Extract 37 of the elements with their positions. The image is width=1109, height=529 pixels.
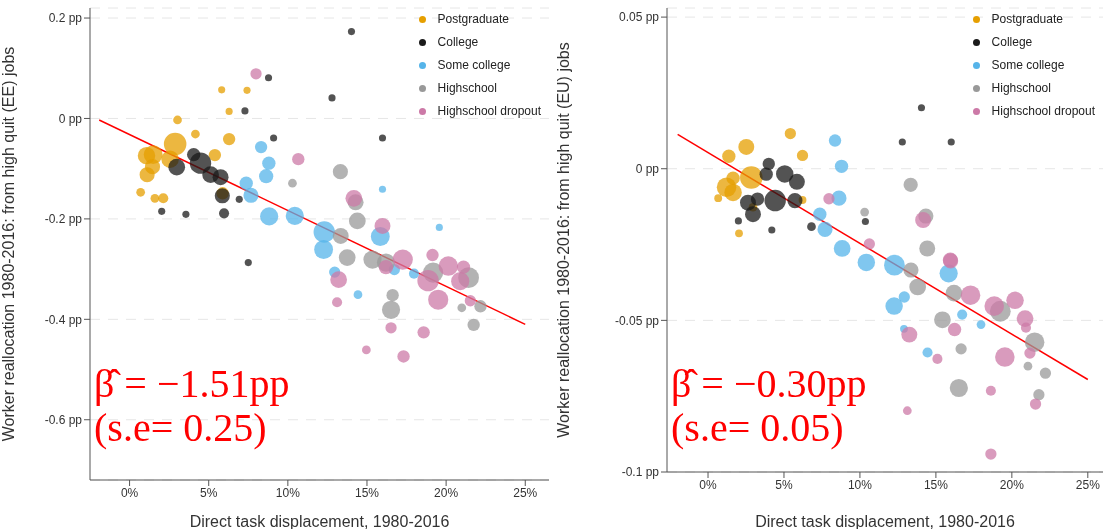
y-tick-label: -0.1 pp: [621, 465, 660, 480]
x-tick-label: 0%: [120, 485, 139, 500]
x-tick-label: 5%: [775, 477, 793, 492]
y-tick-label: 0.05 pp: [618, 10, 660, 25]
x-tick-label: 10%: [275, 485, 301, 500]
x-tick-label: 25%: [513, 485, 538, 500]
legend-label: Highschool: [991, 80, 1051, 97]
x-tick-label: 5%: [200, 485, 218, 500]
y-tick-label: -0.4 pp: [44, 312, 83, 327]
x-tick-label: 20%: [434, 485, 459, 500]
y-tick-label: 0 pp: [58, 111, 83, 126]
legend-label: Postgraduate: [991, 11, 1063, 28]
y-tick-label: -0.6 pp: [44, 413, 83, 427]
x-tick-label: 20%: [999, 477, 1025, 492]
legend-label: Some college: [991, 57, 1065, 74]
x-tick-label: 15%: [354, 485, 380, 500]
y-tick-label: -0.2 pp: [44, 212, 83, 227]
x-tick-label: 15%: [923, 477, 949, 492]
annotation: (s.e= 0.05): [671, 405, 844, 450]
y-tick-label: 0.2 pp: [48, 11, 83, 26]
legend-label: Postgraduate: [437, 11, 509, 28]
legend-label: College: [437, 34, 479, 51]
legend-label: Highschool dropout: [991, 103, 1095, 120]
legend-label: Highschool dropout: [437, 103, 541, 120]
legend-label: Highschool: [437, 80, 497, 97]
x-tick-label: 25%: [1075, 477, 1101, 492]
y-tick-label: 0 pp: [635, 161, 660, 176]
annotation: (s.e= 0.25): [94, 405, 267, 450]
y-axis-title: Worker reallocation 1980-2016: from high quit (EE) jobs: [0, 46, 17, 442]
annotation: β̂ = −0.30pp: [671, 361, 867, 406]
y-tick-label: -0.05 pp: [614, 313, 660, 328]
annotation: β̂ = −1.51pp: [94, 361, 290, 406]
y-axis-title: Worker reallocation 1980-2016: from high quit (EU) jobs: [554, 42, 572, 438]
x-tick-label: 10%: [847, 477, 873, 492]
x-tick-label: 0%: [699, 477, 718, 492]
legend-label: Some college: [437, 57, 511, 74]
legend-label: College: [991, 34, 1033, 51]
